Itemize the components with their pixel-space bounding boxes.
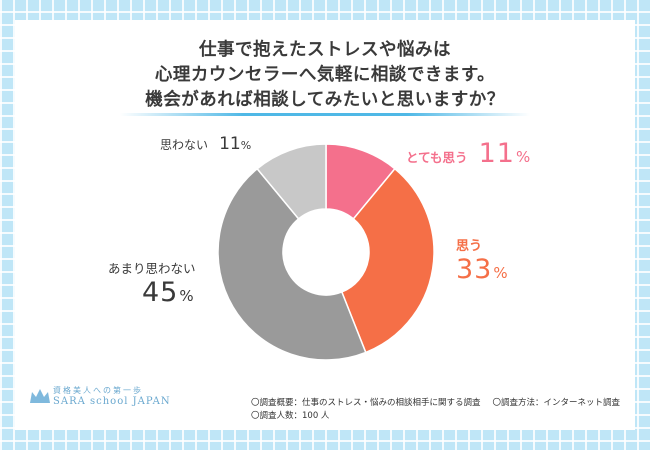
- label-do-not-think-value: 11: [219, 134, 241, 154]
- label-think: 思う 33%: [456, 235, 508, 285]
- note-count: 〇調査人数：100 人: [251, 411, 330, 421]
- label-not-much-think-unit: %: [179, 287, 194, 305]
- title-line-3: 機会があれば相談してみたいと思いますか？: [145, 90, 505, 110]
- label-very-much-think: とても思う 11%: [406, 138, 530, 169]
- label-not-much-think-name: あまり思わない: [108, 261, 196, 276]
- label-not-much-think-value: 45: [142, 277, 179, 308]
- label-very-much-think-unit: %: [515, 148, 531, 166]
- label-do-not-think-unit: %: [240, 139, 252, 152]
- logo-tagline: 資格美人への第一歩: [53, 386, 143, 395]
- note-summary: 〇調査概要：仕事のストレス・悩みの相談相手に関する調査: [251, 398, 481, 408]
- label-do-not-think-name: 思わない: [160, 138, 209, 152]
- note-method: 〇調査方法：インターネット調査: [492, 398, 621, 408]
- label-not-much-think: あまり思わない 45%: [108, 258, 196, 308]
- survey-notes: 〇調査概要：仕事のストレス・悩みの相談相手に関する調査 〇調査方法：インターネット…: [251, 397, 620, 423]
- title-line-1: 仕事で抱えたストレスや悩みは: [199, 40, 451, 60]
- chart-title: 仕事で抱えたストレスや悩みは 心理カウンセラーへ気軽に相談できます。 機会があれ…: [15, 38, 635, 113]
- sara-school-logo: 資格美人への第一歩 SARA school JAPAN: [29, 385, 171, 407]
- label-do-not-think: 思わない 11%: [160, 134, 251, 154]
- donut-chart: [217, 143, 435, 361]
- crown-icon: [30, 389, 50, 403]
- title-line-2: 心理カウンセラーへ気軽に相談できます。: [154, 65, 496, 85]
- donut-hole: [283, 209, 369, 295]
- label-think-value: 33: [456, 254, 493, 285]
- survey-card: 仕事で抱えたストレスや悩みは 心理カウンセラーへ気軽に相談できます。 機会があれ…: [15, 20, 635, 430]
- label-think-name: 思う: [456, 239, 483, 254]
- label-very-much-think-name: とても思う: [406, 150, 468, 165]
- label-think-unit: %: [493, 264, 508, 282]
- title-underline: [120, 113, 530, 116]
- logo-name: SARA school JAPAN: [53, 396, 171, 407]
- label-very-much-think-value: 11: [478, 138, 515, 169]
